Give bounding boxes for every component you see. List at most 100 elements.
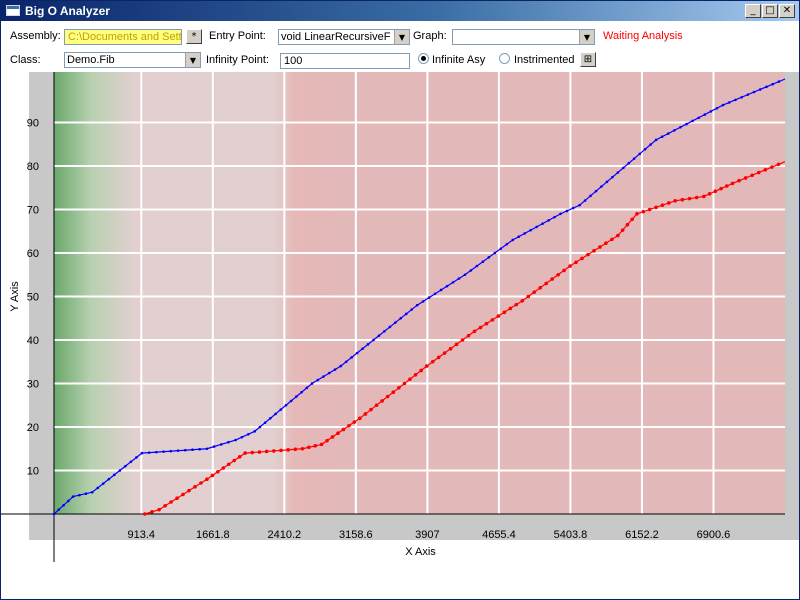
data-point bbox=[765, 85, 768, 89]
data-point bbox=[250, 450, 255, 455]
data-point bbox=[630, 217, 634, 222]
data-point bbox=[638, 152, 641, 156]
data-point bbox=[300, 446, 305, 451]
data-point bbox=[327, 371, 331, 375]
data-point bbox=[325, 438, 329, 443]
data-point bbox=[269, 417, 272, 420]
instrumented-radio[interactable] bbox=[499, 53, 510, 64]
data-point bbox=[666, 132, 670, 135]
data-point bbox=[71, 495, 75, 498]
run-button[interactable]: ⊞ bbox=[580, 52, 596, 67]
chevron-down-icon[interactable]: ▼ bbox=[579, 30, 594, 44]
data-point bbox=[643, 147, 647, 151]
data-point bbox=[310, 382, 314, 385]
data-point bbox=[319, 442, 324, 447]
data-point bbox=[163, 504, 167, 508]
data-point bbox=[176, 449, 180, 452]
data-point bbox=[538, 286, 543, 290]
window-title: Big O Analyzer bbox=[25, 4, 110, 18]
infinity-point-input[interactable]: 100 bbox=[280, 53, 410, 69]
data-point bbox=[183, 448, 187, 452]
assembly-field[interactable]: C:\Documents and Sett bbox=[64, 29, 182, 45]
data-point bbox=[713, 189, 718, 194]
data-point bbox=[135, 456, 138, 459]
data-point bbox=[493, 251, 497, 255]
data-point bbox=[496, 314, 501, 318]
data-point bbox=[402, 381, 407, 386]
data-point bbox=[284, 403, 288, 407]
class-dropdown[interactable]: Demo.Fib ▼ bbox=[64, 52, 201, 68]
assembly-label: Assembly: bbox=[10, 30, 61, 42]
data-point bbox=[740, 95, 743, 99]
data-point bbox=[187, 488, 191, 493]
data-point bbox=[532, 290, 537, 294]
data-point bbox=[620, 228, 625, 232]
data-point bbox=[523, 232, 526, 235]
minimize-button[interactable]: _ bbox=[745, 4, 761, 18]
data-point bbox=[124, 464, 127, 468]
data-point bbox=[243, 451, 247, 455]
data-point bbox=[632, 157, 636, 160]
data-point bbox=[719, 186, 723, 191]
data-point bbox=[374, 403, 379, 408]
data-point bbox=[472, 329, 477, 334]
x-tick-label: 5403.8 bbox=[554, 529, 588, 541]
data-point bbox=[181, 492, 185, 497]
close-button[interactable]: ✕ bbox=[779, 4, 795, 18]
data-point bbox=[529, 228, 532, 232]
infinite-asymptote-radio[interactable] bbox=[418, 53, 429, 64]
data-point bbox=[771, 82, 774, 86]
data-point bbox=[553, 215, 556, 219]
data-point bbox=[505, 243, 509, 246]
graph-dropdown[interactable]: ▼ bbox=[452, 29, 595, 45]
data-point bbox=[372, 338, 375, 342]
data-point bbox=[240, 435, 244, 439]
data-point bbox=[205, 447, 209, 451]
data-point bbox=[685, 122, 688, 126]
data-point bbox=[605, 180, 609, 184]
data-point bbox=[520, 299, 525, 303]
data-point bbox=[679, 125, 682, 129]
data-point bbox=[724, 184, 729, 188]
data-point bbox=[147, 451, 151, 454]
data-point bbox=[589, 194, 592, 198]
class-value: Demo.Fib bbox=[67, 54, 115, 66]
data-point bbox=[380, 399, 384, 403]
data-point bbox=[763, 168, 768, 172]
data-point bbox=[385, 394, 390, 399]
chevron-down-icon[interactable]: ▼ bbox=[185, 53, 200, 67]
maximize-button[interactable]: □ bbox=[762, 4, 778, 18]
title-bar[interactable]: Big O Analyzer _ □ ✕ bbox=[1, 1, 799, 21]
data-point bbox=[680, 197, 685, 202]
data-point bbox=[212, 445, 216, 448]
data-point bbox=[52, 512, 56, 516]
instrumented-label: Instrimented bbox=[514, 54, 575, 66]
data-point bbox=[730, 181, 735, 186]
data-point bbox=[547, 219, 550, 222]
data-point bbox=[583, 199, 587, 202]
data-point bbox=[150, 510, 154, 514]
data-point bbox=[341, 427, 346, 432]
data-point bbox=[300, 390, 303, 394]
data-point bbox=[499, 247, 503, 250]
entry-point-dropdown[interactable]: void LinearRecursiveF ▼ bbox=[278, 29, 410, 45]
graph-label: Graph: bbox=[413, 30, 447, 42]
infinite-asymptote-label: Infinite Asy bbox=[432, 54, 486, 66]
data-point bbox=[436, 355, 441, 360]
data-point bbox=[234, 438, 237, 442]
data-point bbox=[216, 469, 220, 474]
y-tick-label: 10 bbox=[27, 466, 39, 478]
data-point bbox=[78, 493, 81, 497]
data-point bbox=[478, 325, 483, 330]
browse-button[interactable]: * bbox=[186, 29, 202, 44]
data-point bbox=[691, 119, 694, 123]
chevron-down-icon[interactable]: ▼ bbox=[394, 30, 409, 44]
data-point bbox=[358, 416, 362, 421]
data-point bbox=[475, 264, 479, 268]
data-point bbox=[580, 256, 584, 261]
data-point bbox=[466, 333, 471, 338]
series-line bbox=[53, 78, 786, 515]
data-point bbox=[305, 386, 309, 390]
data-point bbox=[96, 486, 100, 490]
y-axis-label: Y Axis bbox=[9, 281, 21, 312]
